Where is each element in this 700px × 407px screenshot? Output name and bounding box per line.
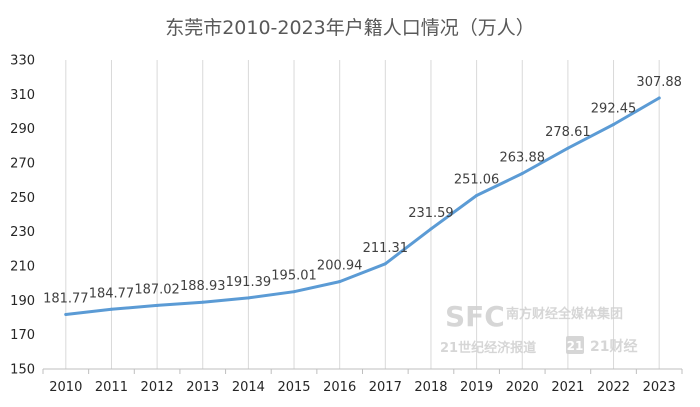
grid bbox=[65, 60, 660, 369]
x-tick-label-2015: 2015 bbox=[277, 380, 310, 395]
y-tick-label-170: 170 bbox=[10, 328, 35, 343]
x-tick-label-2014: 2014 bbox=[232, 380, 265, 395]
x-tick-label-2018: 2018 bbox=[414, 380, 447, 395]
data-labels: 181.77 184.77 187.02 188.93 191.39 195.01200.… bbox=[43, 75, 682, 306]
data-label-2015: 195.01 bbox=[271, 269, 317, 284]
x-tick-label-2019: 2019 bbox=[460, 380, 493, 395]
data-label-2020: 263.88 bbox=[500, 151, 546, 166]
data-point-2017 bbox=[383, 262, 387, 266]
y-tick-label-270: 270 bbox=[10, 157, 35, 172]
data-point-2019 bbox=[475, 194, 479, 198]
x-tick-label-2022: 2022 bbox=[597, 380, 630, 395]
chart-title: 东莞市2010-2023年户籍人口情况（万人） bbox=[165, 17, 535, 39]
axes bbox=[42, 368, 683, 374]
data-label-2017: 211.31 bbox=[363, 241, 409, 256]
data-point-2012 bbox=[155, 303, 159, 307]
data-point-2020 bbox=[520, 172, 524, 176]
data-point-2023 bbox=[657, 96, 661, 100]
data-point-2011 bbox=[109, 307, 113, 311]
x-tick-label-2011: 2011 bbox=[95, 380, 128, 395]
data-label-2012: 187.02 bbox=[134, 282, 180, 297]
watermark-badge: 21 bbox=[567, 339, 584, 353]
y-tick-label-210: 210 bbox=[10, 260, 35, 275]
y-tick-label-290: 290 bbox=[10, 122, 35, 137]
watermark-finance: 21财经 bbox=[590, 338, 637, 355]
y-tick-label-310: 310 bbox=[10, 88, 35, 103]
data-point-2022 bbox=[612, 122, 616, 126]
data-point-2015 bbox=[292, 290, 296, 294]
series-line bbox=[64, 96, 661, 316]
data-point-2013 bbox=[201, 300, 205, 304]
y-tick-labels: 150 170 190 210 230 250 270 290 310 330 bbox=[10, 54, 35, 378]
data-label-2016: 200.94 bbox=[317, 259, 363, 274]
series bbox=[64, 96, 661, 316]
data-point-2018 bbox=[429, 227, 433, 231]
watermark-badge-icon bbox=[566, 336, 584, 354]
watermark-sfc-logo: SFC bbox=[445, 300, 505, 333]
y-tick-label-330: 330 bbox=[10, 54, 35, 69]
x-tick-label-2020: 2020 bbox=[506, 380, 539, 395]
data-label-2014: 191.39 bbox=[226, 275, 272, 290]
data-point-2021 bbox=[566, 146, 570, 150]
data-label-2022: 292.45 bbox=[591, 101, 637, 116]
data-label-2023: 307.88 bbox=[636, 75, 682, 90]
x-tick-label-2013: 2013 bbox=[186, 380, 219, 395]
data-point-2014 bbox=[246, 296, 250, 300]
watermark-paper: 21世纪经济报道 bbox=[440, 340, 536, 356]
y-tick-label-190: 190 bbox=[10, 294, 35, 309]
y-tick-label-230: 230 bbox=[10, 225, 35, 240]
y-tick-label-150: 150 bbox=[10, 363, 35, 378]
watermark-brand: 南方财经全媒体集团 bbox=[506, 306, 623, 322]
data-label-2019: 251.06 bbox=[454, 173, 500, 188]
data-label-2018: 231.59 bbox=[408, 206, 454, 221]
x-tick-label-2016: 2016 bbox=[323, 380, 356, 395]
y-tick-label-250: 250 bbox=[10, 191, 35, 206]
x-tick-label-2017: 2017 bbox=[369, 380, 402, 395]
x-tick-labels: 2010 2011 2012 2013 2014 2015 2016 2017 2018 2019… bbox=[49, 380, 675, 395]
x-tick-label-2021: 2021 bbox=[551, 380, 584, 395]
x-tick-label-2010: 2010 bbox=[49, 380, 82, 395]
data-label-2011: 184.77 bbox=[89, 286, 135, 301]
data-label-2021: 278.61 bbox=[545, 125, 591, 140]
x-tick-label-2023: 2023 bbox=[643, 380, 676, 395]
watermark: SFC 南方财经全媒体集团 21世纪经济报道 21 21财经 bbox=[440, 300, 637, 356]
data-point-2016 bbox=[338, 280, 342, 284]
data-label-2010: 181.77 bbox=[43, 291, 89, 306]
data-point-2010 bbox=[64, 312, 68, 316]
x-tick-label-2012: 2012 bbox=[141, 380, 174, 395]
data-label-2013: 188.93 bbox=[180, 279, 226, 294]
